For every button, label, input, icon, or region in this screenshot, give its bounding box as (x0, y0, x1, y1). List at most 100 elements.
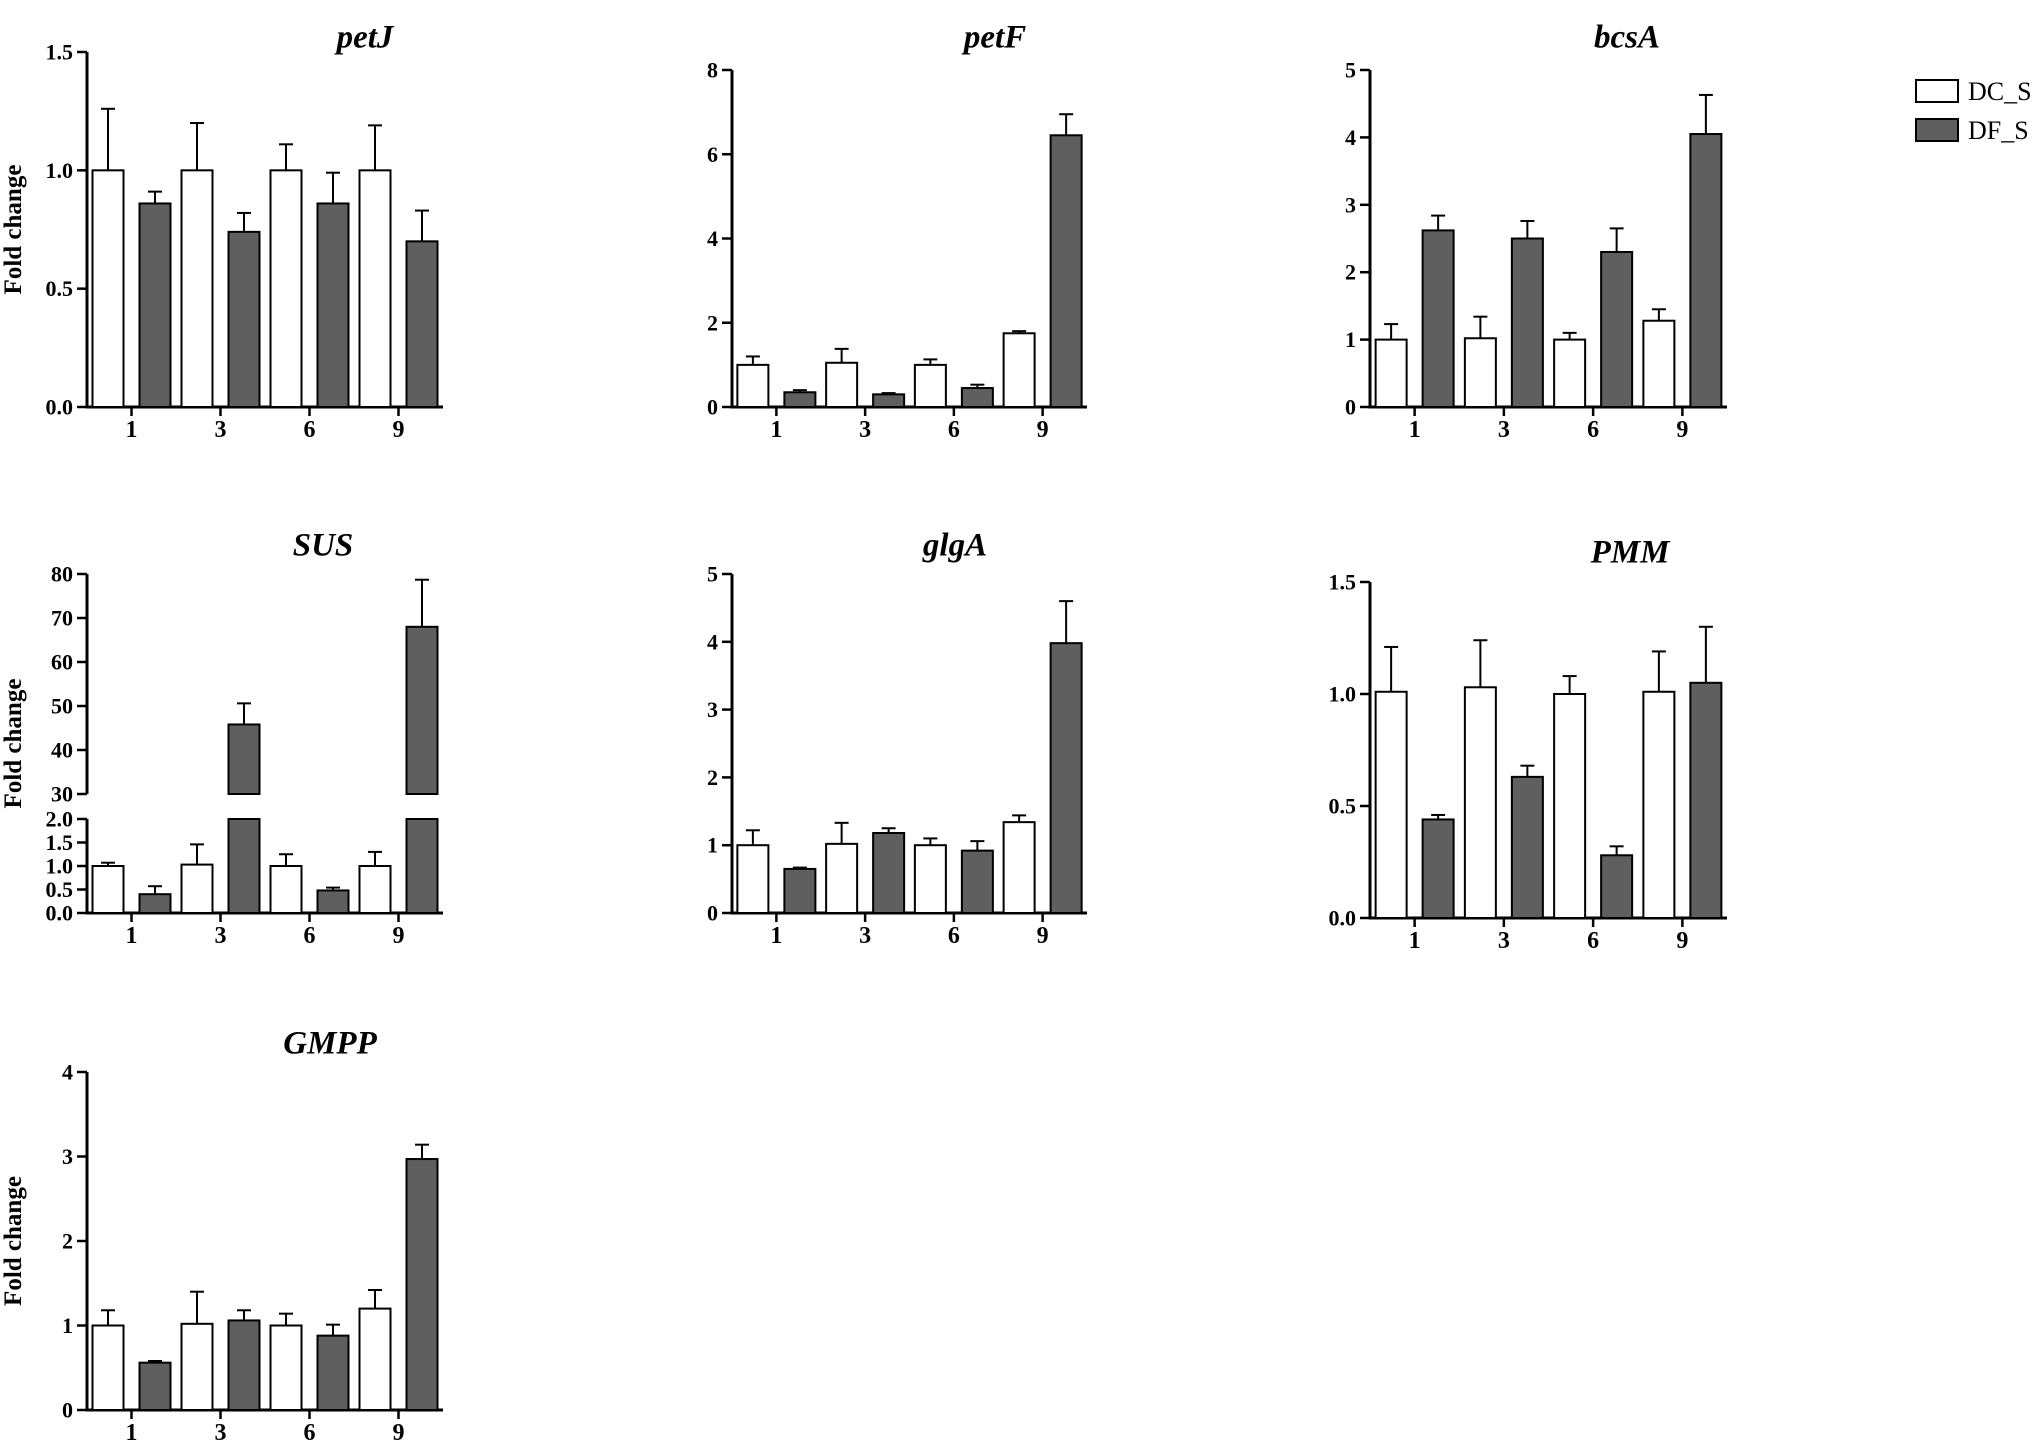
bar-DF_S (1510, 775, 1544, 919)
bar-DC_S (358, 169, 392, 408)
bar-DF_S (405, 818, 439, 914)
x-tick-label: 9 (1676, 928, 1688, 954)
y-tick-label: 2 (707, 765, 718, 790)
chart-panel-petJ: petJ Fold change 0.0 0.5 1.0 1.5 1 3 6 9 (0, 19, 443, 443)
bar-DC_S (91, 169, 125, 408)
y-tick-label: 80 (51, 562, 73, 587)
y-tick-label: 0.0 (46, 395, 74, 420)
x-tick-label: 9 (393, 417, 405, 443)
bar-DF_S (960, 849, 994, 915)
bar-DF_S (138, 893, 172, 915)
bar-DC_S (913, 363, 947, 408)
y-axis-title: Fold change (0, 165, 27, 295)
bar-DF_S (227, 723, 261, 795)
y-tick-label: 0.5 (46, 276, 74, 301)
bar-DF_S (1049, 134, 1083, 408)
x-tick-label: 3 (215, 417, 227, 443)
y-tick-label: 1.0 (46, 854, 74, 879)
chart-panel-bcsA: bcsA 0 1 2 3 4 5 1 3 6 9 (1345, 19, 1727, 443)
bar-DC_S (180, 863, 214, 915)
bar-DC_S (1642, 690, 1676, 920)
y-tick-label: 1.5 (46, 830, 74, 855)
chart-panel-petF: petF 0 2 4 6 8 1 3 6 9 (707, 19, 1087, 443)
x-tick-label: 1 (1409, 417, 1421, 443)
x-tick-label: 6 (948, 417, 960, 443)
y-tick-label: 0 (707, 901, 718, 926)
y-tick-label: 3 (62, 1144, 73, 1169)
bar-DC_S (180, 1322, 214, 1412)
bar-DC_S (1374, 338, 1408, 409)
bar-DC_S (1002, 821, 1036, 915)
y-tick-label: 4 (62, 1060, 73, 1085)
bar-DF_S (227, 818, 261, 914)
bar-DF_S (1689, 681, 1723, 919)
bar-DC_S (269, 169, 303, 408)
x-tick-label: 1 (1409, 928, 1421, 954)
y-tick-label: 8 (707, 58, 718, 83)
y-tick-label: 0 (1345, 395, 1356, 420)
x-tick-label: 3 (215, 923, 227, 949)
x-tick-label: 6 (1587, 417, 1599, 443)
y-tick-label: 50 (51, 694, 73, 719)
bar-DC_S (1553, 338, 1587, 409)
y-axis-title: Fold change (0, 1176, 27, 1306)
y-tick-label: 1 (707, 833, 718, 858)
chart-title: glgA (922, 527, 987, 563)
x-tick-label: 6 (304, 923, 316, 949)
bar-DF_S (872, 831, 906, 914)
legend-label-df: DF_S (1968, 116, 2029, 145)
bar-DF_S (783, 867, 817, 914)
bar-DC_S (1463, 686, 1497, 920)
bar-DC_S (736, 844, 770, 915)
bar-DC_S (91, 1324, 125, 1411)
x-tick-label: 9 (1037, 417, 1049, 443)
bar-DF_S (227, 1319, 261, 1412)
chart-title: bcsA (1594, 19, 1660, 55)
y-tick-label: 2 (707, 310, 718, 335)
y-tick-label: 1.0 (1329, 682, 1357, 707)
bar-DF_S (783, 391, 817, 409)
chart-panel-PMM: PMM 0.0 0.5 1.0 1.5 1 3 6 9 (1329, 534, 1727, 954)
bar-DF_S (138, 1361, 172, 1412)
bar-DF_S (316, 202, 350, 408)
bar-DC_S (180, 169, 214, 408)
chart-title: petJ (334, 19, 395, 55)
x-tick-label: 3 (1498, 417, 1510, 443)
y-tick-label: 1.5 (46, 40, 74, 65)
bar-DC_S (1553, 693, 1587, 919)
bar-DF_S (960, 387, 994, 409)
y-tick-label: 40 (51, 738, 73, 763)
y-tick-label: 4 (707, 226, 718, 251)
bar-DC_S (913, 844, 947, 915)
y-tick-label: 0.0 (1329, 906, 1357, 931)
y-tick-label: 2 (1345, 260, 1356, 285)
chart-title: GMPP (283, 1025, 377, 1061)
y-tick-label: 1.0 (46, 158, 74, 183)
x-tick-label: 3 (859, 923, 871, 949)
bar-DC_S (825, 361, 859, 408)
chart-panel-GMPP: GMPP Fold change 0 1 2 3 4 1 3 6 9 (0, 1025, 443, 1446)
chart-title: petF (961, 19, 1026, 55)
chart-title: SUS (293, 527, 354, 563)
legend-label-dc: DC_S (1968, 77, 2032, 106)
y-tick-label: 3 (1345, 192, 1356, 217)
bar-DF_S (1049, 642, 1083, 914)
bar-DF_S (316, 889, 350, 915)
x-tick-label: 1 (770, 417, 782, 443)
bar-DC_S (1374, 690, 1408, 920)
y-tick-label: 6 (707, 142, 718, 167)
bar-DC_S (269, 1324, 303, 1411)
bar-DF_S (1600, 854, 1634, 920)
x-tick-label: 3 (1498, 928, 1510, 954)
bar-DF_S (405, 240, 439, 408)
y-tick-label: 1 (62, 1313, 73, 1338)
legend-swatch-dc (1915, 79, 1959, 103)
x-tick-label: 9 (1037, 923, 1049, 949)
y-tick-label: 0 (62, 1398, 73, 1423)
y-tick-label: 0.5 (1329, 794, 1357, 819)
y-tick-label: 30 (51, 782, 73, 807)
y-tick-label: 0.5 (46, 877, 74, 902)
y-tick-label: 60 (51, 650, 73, 675)
y-tick-label: 0 (707, 395, 718, 420)
y-tick-label: 70 (51, 606, 73, 631)
